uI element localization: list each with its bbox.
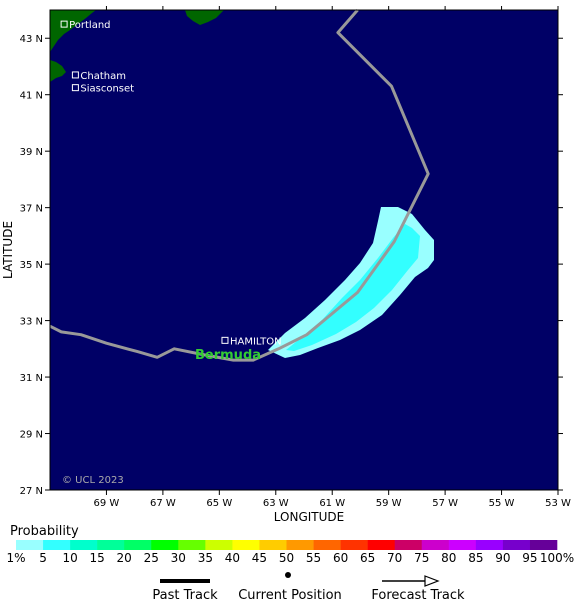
place-marker [221,336,229,344]
lat-tick-label: 29 N [20,430,43,441]
lon-tick-label: 67 W [150,498,176,509]
y-axis-label: LATITUDE [1,221,15,279]
colorbar-swatch [448,540,477,550]
colorbar-label: 25 [144,551,159,565]
colorbar-label: 60 [333,551,348,565]
map-frame [49,9,559,491]
place-label: HAMILTON [230,336,282,347]
probability-title: Probability [10,524,79,539]
colorbar-swatch [70,540,98,550]
colorbar-swatch [178,540,206,550]
x-axis-label: LONGITUDE [274,510,344,524]
colorbar-label: 45 [252,551,267,565]
colorbar-swatch [421,540,450,550]
colorbar-label: 10 [62,551,77,565]
colorbar-swatch [367,540,395,550]
forecast-track-label: Forecast Track [371,588,465,603]
lat-tick-label: 43 N [20,34,43,45]
lon-tick-label: 57 W [432,498,458,509]
colorbar-swatch [313,540,341,550]
place-label: Siasconset [80,84,134,95]
colorbar-label: 35 [198,551,213,565]
colorbar-swatch [259,540,287,550]
probability-colorbar [16,540,558,550]
colorbar-swatch [205,540,233,550]
lon-tick-label: 69 W [94,498,120,509]
colorbar-swatch [394,540,423,550]
colorbar-label: 5 [39,551,47,565]
lat-tick-label: 33 N [20,317,43,328]
colorbar-label: 20 [117,551,132,565]
lat-tick-label: 35 N [20,260,43,271]
place-marker [71,71,79,79]
legend: Past Track Current Position Forecast Tra… [152,572,465,603]
colorbar-label: 75 [414,551,429,565]
track-line [49,9,430,362]
colorbar-swatch [97,540,125,550]
lon-tick-label: 63 W [263,498,289,509]
colorbar-label: 50 [279,551,294,565]
place-markers: Portland Chatham Siasconset HAMILTON [60,20,282,347]
colorbar-label: 70 [387,551,402,565]
forecast-track-arrowhead [424,575,440,587]
land-areas [50,10,224,82]
lon-tick-label: 65 W [206,498,232,509]
island-label-bermuda: Bermuda [195,348,261,363]
place-label: Chatham [80,71,126,82]
colorbar-swatch [340,540,368,550]
colorbar-label: 1% [6,551,25,565]
copyright-label: © UCL 2023 [62,475,124,486]
place-marker [71,84,79,92]
colorbar-label: 80 [441,551,456,565]
ocean-background [50,10,558,490]
lat-tick-label: 27 N [20,486,43,497]
lat-tick-label: 39 N [20,147,43,158]
lat-tick-label: 31 N [20,373,43,384]
colorbar-label: 55 [306,551,321,565]
current-position-symbol [285,572,291,578]
colorbar-swatch [124,540,152,550]
colorbar-swatch [529,540,558,550]
colorbar-label: 100% [540,551,574,565]
forecast-track [49,9,430,362]
colorbar-label: 85 [468,551,483,565]
colorbar-label: 40 [225,551,240,565]
lon-tick-label: 61 W [319,498,345,509]
maine-coast-land [50,10,96,52]
lon-tick-label: 53 W [545,498,571,509]
colorbar-label: 95 [522,551,537,565]
probability-scale-labels: 1% 5 10 15 20 25 30 35 40 45 50 55 60 65 70 75 80 85 90 95 1… [6,551,574,565]
colorbar-label: 90 [495,551,510,565]
place-label: Portland [69,20,110,31]
lat-tick-label: 41 N [20,91,43,102]
colorbar-swatch [151,540,179,550]
lon-tick-label: 55 W [489,498,515,509]
colorbar-swatch [43,540,71,550]
colorbar-swatch [232,540,260,550]
colorbar-label: 30 [171,551,186,565]
lat-tick-label: 37 N [20,204,43,215]
colorbar-swatch [286,540,314,550]
colorbar-swatch [475,540,504,550]
colorbar-label: 15 [90,551,105,565]
lon-tick-label: 59 W [376,498,402,509]
colorbar-label: 65 [360,551,375,565]
axis-ticks: 43 N 41 N 39 N 37 N 35 N 33 N 31 N 29 N 27 N 69 W… [20,6,571,509]
probability-area-5-10 [286,224,420,351]
colorbar-swatch [502,540,531,550]
cape-cod-land [50,60,66,82]
colorbar-swatch [16,540,44,550]
current-position-label: Current Position [238,588,342,603]
place-marker [60,20,68,28]
nova-scotia-land [185,10,224,25]
past-track-label: Past Track [152,588,218,603]
